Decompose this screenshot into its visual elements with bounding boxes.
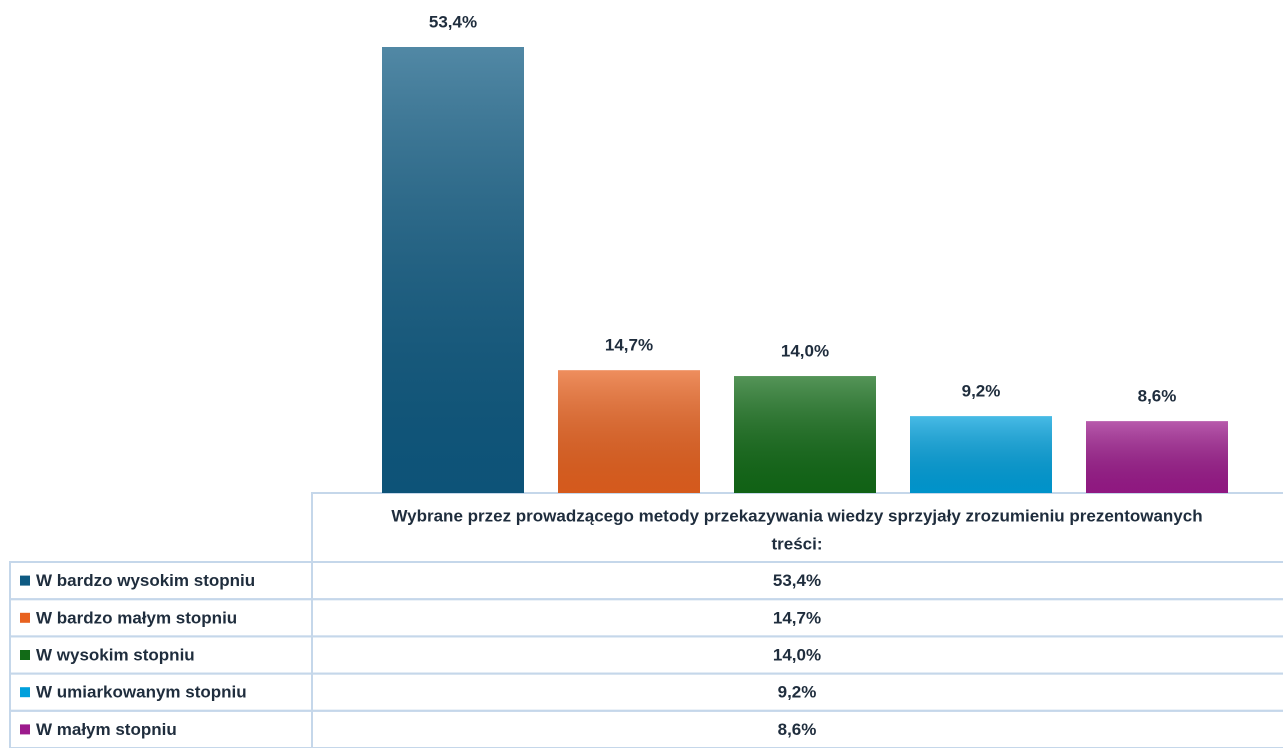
table-value: 9,2% bbox=[778, 683, 817, 702]
table-value: 14,7% bbox=[773, 608, 821, 627]
legend-label: W bardzo wysokim stopniu bbox=[36, 571, 255, 590]
bar-shine bbox=[558, 370, 700, 493]
legend-label: W małym stopniu bbox=[36, 720, 177, 739]
data-label: 14,7% bbox=[605, 336, 653, 355]
data-label: 9,2% bbox=[962, 382, 1001, 401]
legend-label: W bardzo małym stopniu bbox=[36, 608, 237, 627]
table-value: 8,6% bbox=[778, 720, 817, 739]
bar-shine bbox=[1086, 421, 1228, 493]
legend-swatch bbox=[20, 612, 30, 623]
data-label: 53,4% bbox=[429, 12, 477, 31]
legend-swatch bbox=[20, 724, 30, 735]
legend-label: W wysokim stopniu bbox=[36, 645, 195, 664]
bar-shine bbox=[734, 376, 876, 493]
legend-swatch bbox=[20, 575, 30, 586]
legend-swatch bbox=[20, 650, 30, 660]
legend-label: W umiarkowanym stopniu bbox=[36, 683, 247, 702]
bar-shine bbox=[910, 416, 1052, 493]
table-value: 14,0% bbox=[773, 645, 821, 664]
category-header-line1: Wybrane przez prowadzącego metody przeka… bbox=[391, 506, 1202, 525]
category-header-line2: treści: bbox=[771, 534, 822, 553]
data-label: 8,6% bbox=[1138, 387, 1177, 406]
data-label: 14,0% bbox=[781, 342, 829, 361]
legend-swatch bbox=[20, 687, 30, 698]
table-value: 53,4% bbox=[773, 571, 821, 590]
bar-shine bbox=[382, 47, 524, 493]
